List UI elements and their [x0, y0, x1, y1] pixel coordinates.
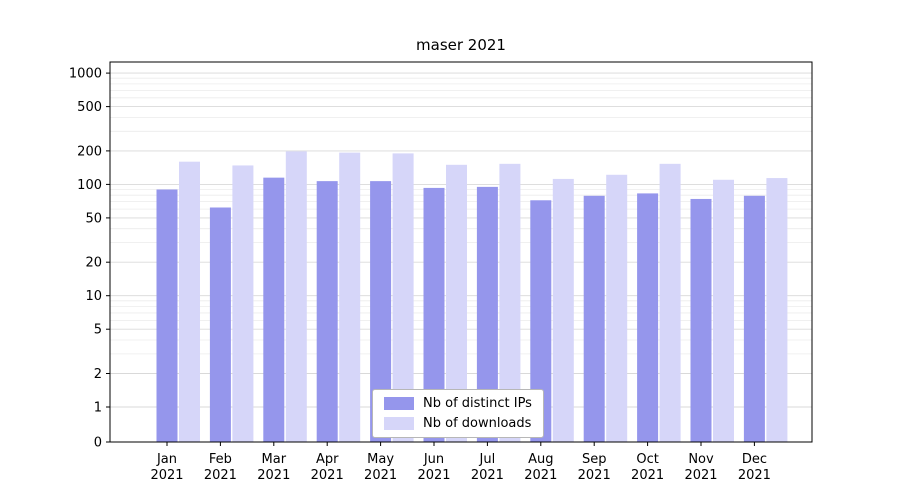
- bar-downloads: [285, 151, 307, 442]
- bar-distinct-ips: [370, 181, 392, 443]
- bar-distinct-ips: [743, 195, 765, 442]
- x-tick-label-month: Jan: [156, 452, 177, 467]
- bar-downloads: [766, 178, 788, 443]
- plot-frame: [109, 61, 813, 443]
- legend-label-distinct-ips: Nb of distinct IPs: [423, 396, 532, 411]
- x-tick-label-year: 2021: [417, 468, 450, 483]
- legend-label-downloads: Nb of downloads: [423, 416, 532, 431]
- legend-item-downloads: Nb of downloads: [384, 416, 532, 431]
- bar-distinct-ips: [316, 181, 338, 443]
- y-tick-label: 1000: [69, 67, 102, 82]
- legend-swatch-downloads: [384, 417, 414, 430]
- x-tick-label-year: 2021: [738, 468, 771, 483]
- x-tick-label-year: 2021: [257, 468, 290, 483]
- bar-downloads: [232, 165, 254, 442]
- x-tick-label-month: Sep: [582, 452, 607, 467]
- x-tick-label-month: Dec: [742, 452, 767, 467]
- x-tick-label-year: 2021: [471, 468, 504, 483]
- bar-distinct-ips: [156, 189, 178, 442]
- bar-distinct-ips: [263, 177, 285, 442]
- x-tick-label-month: Feb: [209, 452, 232, 467]
- x-tick-label-month: May: [367, 452, 394, 467]
- y-tick-label: 10: [85, 289, 102, 304]
- x-tick-label-year: 2021: [204, 468, 237, 483]
- x-tick-label-year: 2021: [578, 468, 611, 483]
- y-tick-label: 200: [77, 144, 102, 159]
- x-tick-label-year: 2021: [524, 468, 557, 483]
- y-tick-label: 100: [77, 178, 102, 193]
- y-tick-label: 0: [94, 436, 102, 451]
- bar-distinct-ips: [209, 207, 231, 442]
- y-tick-label: 5: [94, 323, 102, 338]
- y-tick-label: 1: [94, 401, 102, 416]
- bar-downloads: [713, 179, 734, 442]
- y-tick-label: 500: [77, 100, 102, 115]
- bar-downloads: [339, 152, 361, 442]
- bar-distinct-ips: [690, 198, 712, 442]
- x-tick-label-year: 2021: [684, 468, 717, 483]
- y-tick-label: 50: [85, 211, 102, 226]
- x-tick-label-year: 2021: [631, 468, 664, 483]
- bar-distinct-ips: [423, 187, 445, 442]
- x-tick-label-month: Mar: [262, 452, 287, 467]
- bar-downloads: [499, 163, 521, 442]
- bar-distinct-ips: [530, 200, 552, 442]
- legend-item-distinct-ips: Nb of distinct IPs: [384, 396, 532, 411]
- x-tick-label-year: 2021: [150, 468, 183, 483]
- x-tick-label-month: Aug: [528, 452, 553, 467]
- y-tick-label: 20: [85, 256, 102, 271]
- x-tick-label-month: Jul: [479, 452, 496, 467]
- bar-downloads: [179, 161, 200, 442]
- bar-distinct-ips: [583, 195, 605, 442]
- bar-distinct-ips: [637, 193, 659, 442]
- bar-downloads: [446, 164, 467, 443]
- legend: Nb of distinct IPs Nb of downloads: [372, 389, 544, 438]
- x-tick-label-month: Nov: [688, 452, 714, 467]
- x-tick-label-month: Jun: [423, 452, 444, 467]
- legend-swatch-distinct-ips: [384, 397, 414, 410]
- x-tick-label-year: 2021: [364, 468, 397, 483]
- x-tick-label-year: 2021: [311, 468, 344, 483]
- x-tick-label-month: Apr: [316, 452, 339, 467]
- bar-downloads: [392, 153, 414, 442]
- bar-downloads: [659, 163, 681, 442]
- bar-downloads: [606, 174, 628, 442]
- y-tick-label: 2: [94, 367, 102, 382]
- x-tick-label-month: Oct: [636, 452, 658, 467]
- bar-downloads: [552, 178, 574, 442]
- chart-title: maser 2021: [416, 36, 506, 54]
- bar-distinct-ips: [476, 186, 498, 442]
